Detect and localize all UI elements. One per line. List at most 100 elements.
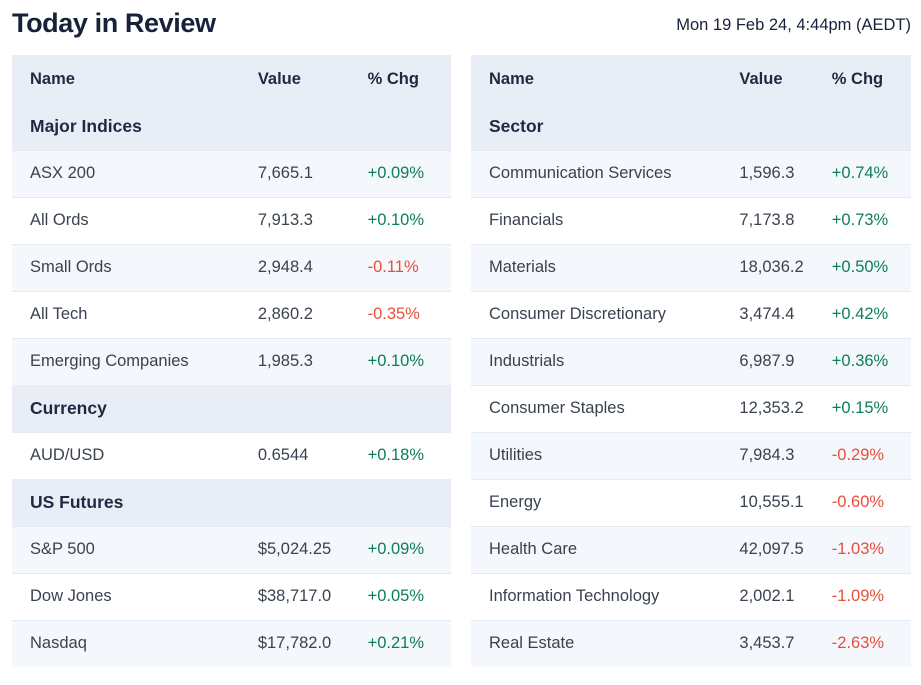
instrument-value: 0.6544 <box>257 431 368 479</box>
row-health-care: Health Care 42,097.5 -1.03% <box>471 525 911 573</box>
instrument-name: All Ords <box>12 196 258 244</box>
section-label: Sector <box>471 103 911 150</box>
section-header-sector: Sector <box>471 103 911 150</box>
instrument-name: Financials <box>471 196 740 244</box>
instrument-pct-change: -0.29% <box>831 431 911 479</box>
instrument-name: All Tech <box>12 290 258 338</box>
instrument-name: Emerging Companies <box>12 337 258 385</box>
instrument-name: Materials <box>471 243 740 291</box>
section-header-us-futures: US Futures <box>12 479 451 526</box>
instrument-pct-change: +0.36% <box>831 337 911 385</box>
instrument-pct-change: +0.18% <box>367 431 451 479</box>
instrument-pct-change: +0.10% <box>367 196 451 244</box>
instrument-value: 2,002.1 <box>739 572 832 620</box>
instrument-value: 1,596.3 <box>739 149 832 197</box>
instrument-pct-change: -0.11% <box>367 243 451 291</box>
instrument-value: 42,097.5 <box>739 525 832 573</box>
instrument-pct-change: -0.60% <box>831 478 911 526</box>
instrument-pct-change: -1.03% <box>831 525 911 573</box>
row-nasdaq: Nasdaq $17,782.0 +0.21% <box>12 619 451 667</box>
instrument-pct-change: +0.73% <box>831 196 911 244</box>
column-header-chg: % Chg <box>367 55 451 103</box>
instrument-pct-change: +0.09% <box>367 149 451 197</box>
instrument-name: Nasdaq <box>12 619 258 667</box>
column-header-name: Name <box>471 55 740 103</box>
indices-table-header-row: Name Value % Chg <box>12 55 451 103</box>
instrument-name: Health Care <box>471 525 740 573</box>
instrument-name: Energy <box>471 478 740 526</box>
instrument-pct-change: -2.63% <box>831 619 911 667</box>
row-all-tech: All Tech 2,860.2 -0.35% <box>12 290 451 338</box>
instrument-name: Consumer Staples <box>471 384 740 432</box>
section-label: Major Indices <box>12 103 451 150</box>
row-real-estate: Real Estate 3,453.7 -2.63% <box>471 619 911 667</box>
row-energy: Energy 10,555.1 -0.60% <box>471 478 911 526</box>
instrument-value: 2,860.2 <box>257 290 368 338</box>
instrument-value: 7,913.3 <box>257 196 368 244</box>
instrument-pct-change: +0.42% <box>831 290 911 338</box>
instrument-name: Dow Jones <box>12 572 258 620</box>
instrument-value: $5,024.25 <box>257 525 368 573</box>
sector-table-header-row: Name Value % Chg <box>471 55 911 103</box>
instrument-pct-change: +0.05% <box>367 572 451 620</box>
sector-table-body: Sector Communication Services 1,596.3 +0.74… <box>471 103 911 667</box>
row-utilities: Utilities 7,984.3 -0.29% <box>471 431 911 479</box>
instrument-pct-change: +0.50% <box>831 243 911 291</box>
instrument-name: Communication Services <box>471 149 740 197</box>
instrument-value: 7,665.1 <box>257 149 368 197</box>
sector-table: Name Value % Chg Sector Communication Ser… <box>471 55 911 667</box>
instrument-pct-change: +0.74% <box>831 149 911 197</box>
instrument-pct-change: +0.21% <box>367 619 451 667</box>
instrument-name: Industrials <box>471 337 740 385</box>
instrument-value: $17,782.0 <box>257 619 368 667</box>
instrument-pct-change: -1.09% <box>831 572 911 620</box>
section-label: Currency <box>12 385 451 432</box>
page-title: Today in Review <box>12 8 216 38</box>
row-small-ords: Small Ords 2,948.4 -0.11% <box>12 243 451 291</box>
column-header-value: Value <box>739 55 832 103</box>
instrument-name: Small Ords <box>12 243 258 291</box>
instrument-pct-change: +0.09% <box>367 525 451 573</box>
instrument-value: 7,173.8 <box>739 196 832 244</box>
row-asx-200: ASX 200 7,665.1 +0.09% <box>12 149 451 197</box>
instrument-value: 6,987.9 <box>739 337 832 385</box>
section-header-currency: Currency <box>12 385 451 432</box>
instrument-value: 1,985.3 <box>257 337 368 385</box>
tables-container: Name Value % Chg Major Indices ASX 200 7,6… <box>12 55 911 667</box>
row-consumer-staples: Consumer Staples 12,353.2 +0.15% <box>471 384 911 432</box>
section-header-major-indices: Major Indices <box>12 103 451 150</box>
indices-table: Name Value % Chg Major Indices ASX 200 7,6… <box>12 55 451 667</box>
row-all-ords: All Ords 7,913.3 +0.10% <box>12 196 451 244</box>
row-dow-jones: Dow Jones $38,717.0 +0.05% <box>12 572 451 620</box>
row-materials: Materials 18,036.2 +0.50% <box>471 243 911 291</box>
instrument-value: 12,353.2 <box>739 384 832 432</box>
instrument-name: Information Technology <box>471 572 740 620</box>
timestamp: Mon 19 Feb 24, 4:44pm (AEDT) <box>676 16 911 34</box>
instrument-pct-change: +0.15% <box>831 384 911 432</box>
row-financials: Financials 7,173.8 +0.73% <box>471 196 911 244</box>
today-in-review-page: Today in Review Mon 19 Feb 24, 4:44pm (A… <box>12 6 911 667</box>
page-header: Today in Review Mon 19 Feb 24, 4:44pm (A… <box>12 6 911 39</box>
row-s-p-500: S&P 500 $5,024.25 +0.09% <box>12 525 451 573</box>
instrument-name: S&P 500 <box>12 525 258 573</box>
row-industrials: Industrials 6,987.9 +0.36% <box>471 337 911 385</box>
row-emerging-companies: Emerging Companies 1,985.3 +0.10% <box>12 337 451 385</box>
row-aud-usd: AUD/USD 0.6544 +0.18% <box>12 431 451 479</box>
instrument-name: Consumer Discretionary <box>471 290 740 338</box>
column-header-value: Value <box>257 55 368 103</box>
instrument-value: 7,984.3 <box>739 431 832 479</box>
instrument-name: AUD/USD <box>12 431 258 479</box>
instrument-pct-change: -0.35% <box>367 290 451 338</box>
section-label: US Futures <box>12 479 451 526</box>
column-header-name: Name <box>12 55 258 103</box>
indices-table-body: Major Indices ASX 200 7,665.1 +0.09% All Ord… <box>12 103 451 667</box>
instrument-pct-change: +0.10% <box>367 337 451 385</box>
instrument-value: 10,555.1 <box>739 478 832 526</box>
instrument-name: ASX 200 <box>12 149 258 197</box>
row-communication-services: Communication Services 1,596.3 +0.74% <box>471 149 911 197</box>
instrument-name: Utilities <box>471 431 740 479</box>
row-consumer-discretionary: Consumer Discretionary 3,474.4 +0.42% <box>471 290 911 338</box>
row-information-technology: Information Technology 2,002.1 -1.09% <box>471 572 911 620</box>
instrument-value: 18,036.2 <box>739 243 832 291</box>
instrument-value: 3,474.4 <box>739 290 832 338</box>
